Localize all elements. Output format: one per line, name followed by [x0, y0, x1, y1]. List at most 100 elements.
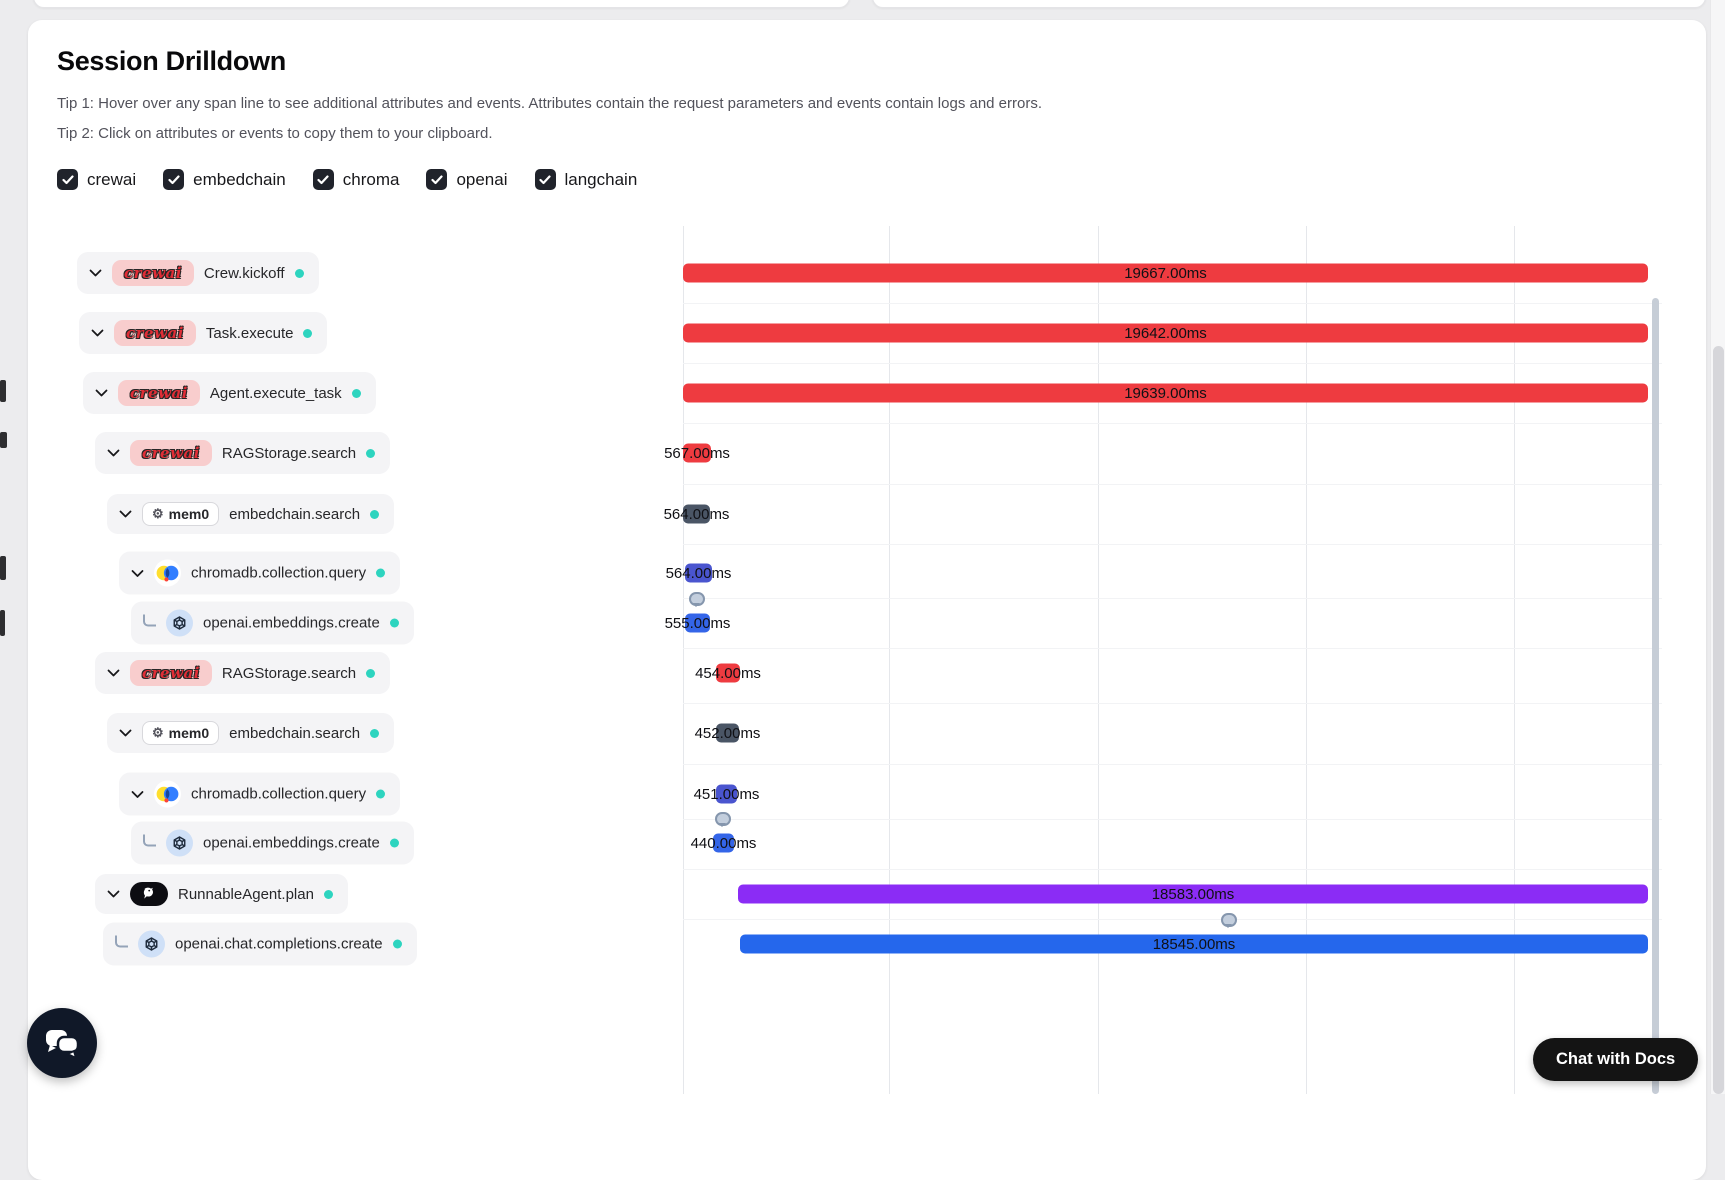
- filter-label: langchain: [564, 169, 638, 189]
- span-bar-embedchain.search[interactable]: 564.00ms: [664, 504, 729, 524]
- status-dot: [366, 668, 376, 678]
- row-gridline: [683, 703, 1662, 704]
- span-bar-RAGStorage.search[interactable]: 567.00ms: [664, 443, 730, 463]
- duration-label: 19642.00ms: [1124, 324, 1207, 342]
- event-bubble-icon[interactable]: [715, 812, 731, 827]
- span-name: embedchain.search: [229, 505, 361, 523]
- page-scrollbar-thumb[interactable]: [1713, 346, 1724, 1094]
- status-dot: [303, 328, 313, 338]
- span-name: openai.embeddings.create: [203, 834, 380, 852]
- langchain-parrot-icon: [130, 882, 168, 906]
- duration-label: 452.00ms: [694, 724, 761, 742]
- checkbox-checked-icon[interactable]: [426, 169, 448, 190]
- chat-with-docs-button[interactable]: Chat with Docs: [1533, 1038, 1699, 1081]
- page-scrollbar[interactable]: [1710, 0, 1725, 1094]
- openai-logo-icon: [166, 829, 193, 857]
- chevron-down-icon[interactable]: [107, 449, 120, 457]
- tip-2: Tip 2: Click on attributes or events to …: [57, 125, 493, 142]
- span-row-Crew.kickoff[interactable]: crewai Crew.kickoff: [77, 252, 319, 294]
- span-bar-embedchain.search[interactable]: 452.00ms: [695, 723, 760, 743]
- chevron-down-icon[interactable]: [119, 729, 132, 737]
- span-row-Agent.execute_task[interactable]: crewai Agent.execute_task: [83, 372, 376, 414]
- chevron-down-icon[interactable]: [107, 669, 120, 677]
- duration-label: 555.00ms: [664, 614, 731, 632]
- span-name: chromadb.collection.query: [191, 564, 367, 582]
- span-row-chromadb.collection.query[interactable]: chromadb.collection.query: [119, 551, 401, 595]
- chevron-down-icon[interactable]: [119, 510, 132, 518]
- span-bar-RunnableAgent.plan[interactable]: 18583.00ms: [738, 884, 1648, 904]
- span-bar-Task.execute[interactable]: 19642.00ms: [683, 323, 1648, 343]
- span-row-embedchain.search[interactable]: ⚙ mem0 embedchain.search: [107, 713, 395, 753]
- time-gridline: [1306, 226, 1307, 1094]
- span-row-RAGStorage.search[interactable]: crewai RAGStorage.search: [95, 652, 391, 694]
- filter-openai[interactable]: openai: [426, 169, 508, 190]
- filter-crewai[interactable]: crewai: [57, 169, 136, 190]
- provider-filters: crewai embedchain chroma openai langchai: [57, 169, 1706, 190]
- chevron-down-icon[interactable]: [95, 389, 108, 397]
- elbow-connector-icon: [115, 935, 128, 947]
- status-dot: [370, 728, 380, 738]
- filter-label: chroma: [342, 169, 400, 189]
- span-bar-openai.embeddings.create[interactable]: 555.00ms: [665, 613, 730, 633]
- filter-chroma[interactable]: chroma: [312, 169, 400, 190]
- event-bubble-icon[interactable]: [1221, 913, 1237, 928]
- checkbox-checked-icon[interactable]: [163, 169, 185, 190]
- chat-widget-button[interactable]: [27, 1008, 97, 1078]
- span-bar-openai.embeddings.create[interactable]: 440.00ms: [691, 833, 756, 853]
- row-gridline: [683, 819, 1662, 820]
- crewai-logo: crewai: [130, 440, 212, 466]
- span-name: Agent.execute_task: [209, 384, 342, 402]
- span-name: Task.execute: [205, 324, 294, 342]
- span-bar-chromadb.collection.query[interactable]: 564.00ms: [666, 563, 731, 583]
- span-name: Crew.kickoff: [203, 264, 285, 282]
- span-name: RAGStorage.search: [221, 664, 357, 682]
- checkbox-checked-icon[interactable]: [57, 169, 78, 190]
- filter-embedchain[interactable]: embedchain: [163, 169, 286, 190]
- row-gridline: [683, 363, 1662, 364]
- span-row-RunnableAgent.plan[interactable]: RunnableAgent.plan: [95, 874, 348, 914]
- tip-1: Tip 1: Hover over any span line to see a…: [57, 95, 1043, 112]
- page-title: Session Drilldown: [57, 46, 286, 76]
- chevron-down-icon[interactable]: [131, 790, 144, 798]
- span-bar-Agent.execute_task[interactable]: 19639.00ms: [683, 383, 1648, 403]
- row-gridline: [683, 598, 1662, 599]
- trace-waterfall: crewai Crew.kickoff 19667.00ms crewai Ta…: [77, 226, 1662, 1094]
- mem0-logo: ⚙ mem0: [142, 721, 220, 745]
- span-bar-Crew.kickoff[interactable]: 19667.00ms: [683, 263, 1648, 283]
- chevron-down-icon[interactable]: [89, 269, 102, 277]
- span-row-Task.execute[interactable]: crewai Task.execute: [79, 312, 328, 354]
- span-row-openai.embeddings.create[interactable]: openai.embeddings.create: [131, 601, 414, 645]
- chevron-down-icon[interactable]: [91, 329, 104, 337]
- session-drilldown-card: Session Drilldown Tip 1: Hover over any …: [28, 20, 1706, 1180]
- chart-scrollbar[interactable]: [1652, 298, 1659, 1094]
- span-bar-openai.chat.completions.create[interactable]: 18545.00ms: [740, 934, 1648, 954]
- row-gridline: [683, 764, 1662, 765]
- span-bar-RAGStorage.search[interactable]: 454.00ms: [695, 663, 761, 683]
- span-row-chromadb.collection.query[interactable]: chromadb.collection.query: [119, 772, 401, 816]
- span-row-openai.embeddings.create[interactable]: openai.embeddings.create: [131, 821, 414, 865]
- status-dot: [376, 789, 386, 799]
- span-row-embedchain.search[interactable]: ⚙ mem0 embedchain.search: [107, 494, 395, 534]
- checkbox-checked-icon[interactable]: [534, 169, 556, 190]
- status-dot: [370, 509, 380, 519]
- chroma-logo-icon: [154, 780, 181, 808]
- filter-label: crewai: [87, 169, 137, 189]
- span-row-RAGStorage.search[interactable]: crewai RAGStorage.search: [95, 432, 391, 474]
- filter-langchain[interactable]: langchain: [534, 169, 638, 190]
- row-gridline: [683, 303, 1662, 304]
- chevron-down-icon[interactable]: [131, 569, 144, 577]
- event-bubble-icon[interactable]: [689, 592, 705, 607]
- openai-logo-icon: [138, 930, 165, 958]
- span-row-openai.chat.completions.create[interactable]: openai.chat.completions.create: [103, 922, 417, 966]
- chevron-down-icon[interactable]: [107, 890, 120, 898]
- status-dot: [389, 618, 399, 628]
- openai-logo-icon: [166, 609, 193, 637]
- span-bar-chromadb.collection.query[interactable]: 451.00ms: [694, 784, 759, 804]
- row-gridline: [683, 648, 1662, 649]
- span-name: RAGStorage.search: [221, 444, 357, 462]
- mem0-label: mem0: [168, 725, 210, 741]
- clipped-background-text: [0, 380, 6, 402]
- crewai-logo: crewai: [118, 380, 200, 406]
- checkbox-checked-icon[interactable]: [312, 169, 334, 190]
- status-dot: [392, 939, 402, 949]
